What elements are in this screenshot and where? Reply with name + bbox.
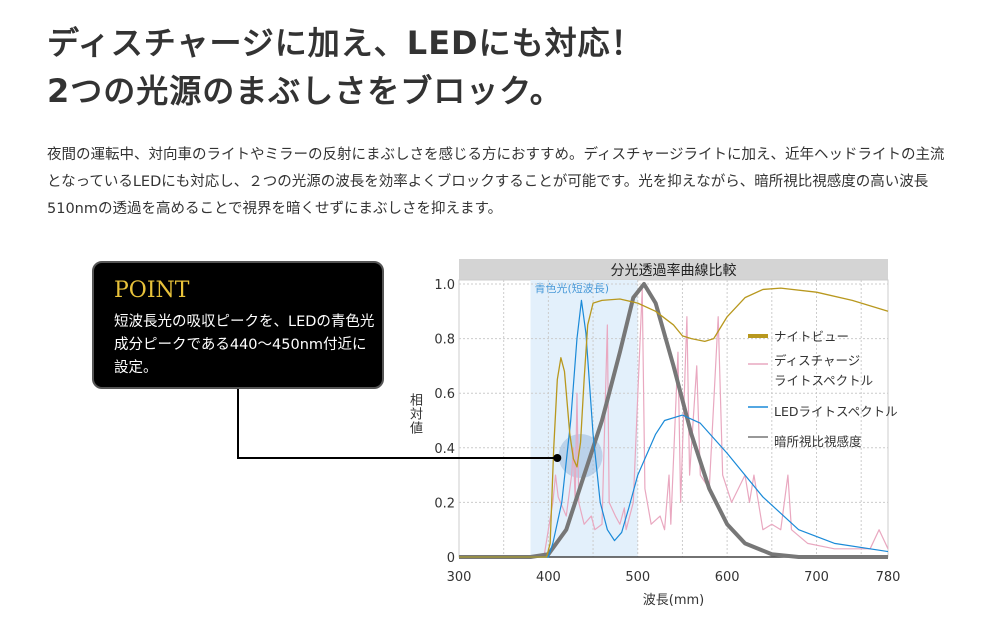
y-axis-label: 相対値 — [407, 393, 422, 435]
x-tick-label: 400 — [536, 570, 561, 585]
y-tick-label: 0.4 — [434, 442, 455, 457]
legend-label: ディスチャージ — [774, 353, 860, 368]
point-callout: POINT 短波長光の吸収ピークを、LEDの青色光成分ピークである440〜450… — [92, 261, 384, 389]
point-text: 短波長光の吸収ピークを、LEDの青色光成分ピークである440〜450nm付近に設… — [114, 314, 375, 376]
callout-marker — [553, 454, 562, 462]
y-tick-label: 0.8 — [434, 333, 455, 348]
y-tick-label: 0.6 — [434, 387, 455, 402]
legend-label: LEDライトスペクトル — [774, 404, 898, 419]
blue-light-band — [530, 280, 638, 557]
chart-title-bar — [459, 259, 888, 280]
legend-label: ナイトビュー — [774, 329, 849, 344]
series-line-0 — [459, 287, 889, 558]
chart-title: 分光透過率曲線比較 — [611, 262, 737, 279]
x-tick-label: 780 — [876, 570, 901, 585]
point-title: POINT — [114, 278, 190, 303]
legend-label: ライトスペクトル — [774, 373, 873, 388]
x-axis-label: 波長(mm) — [643, 593, 704, 608]
y-tick-label: 0 — [447, 551, 455, 566]
absorption-highlight — [558, 433, 603, 478]
x-tick-label: 600 — [715, 570, 740, 585]
description: 夜間の運転中、対向車のライトやミラーの反射にまぶしさを感じる方におすすめ。ディス… — [47, 147, 945, 217]
band-label: 青色光(短波長) — [535, 281, 610, 295]
y-tick-label: 1.0 — [434, 278, 455, 293]
legend-label: 暗所視比視感度 — [774, 434, 862, 449]
x-tick-label: 500 — [625, 570, 650, 585]
heading-line-2: 2つの光源のまぶしさをブロック。 — [47, 72, 563, 110]
series-line-1 — [543, 288, 889, 558]
series-line-3 — [459, 282, 888, 559]
y-tick-label: 0.2 — [434, 496, 455, 511]
heading-line-1: ディスチャージに加え、LEDにも対応！ — [47, 24, 644, 62]
x-tick-label: 300 — [447, 570, 472, 585]
x-tick-label: 700 — [804, 570, 829, 585]
callout-connector — [237, 389, 558, 459]
